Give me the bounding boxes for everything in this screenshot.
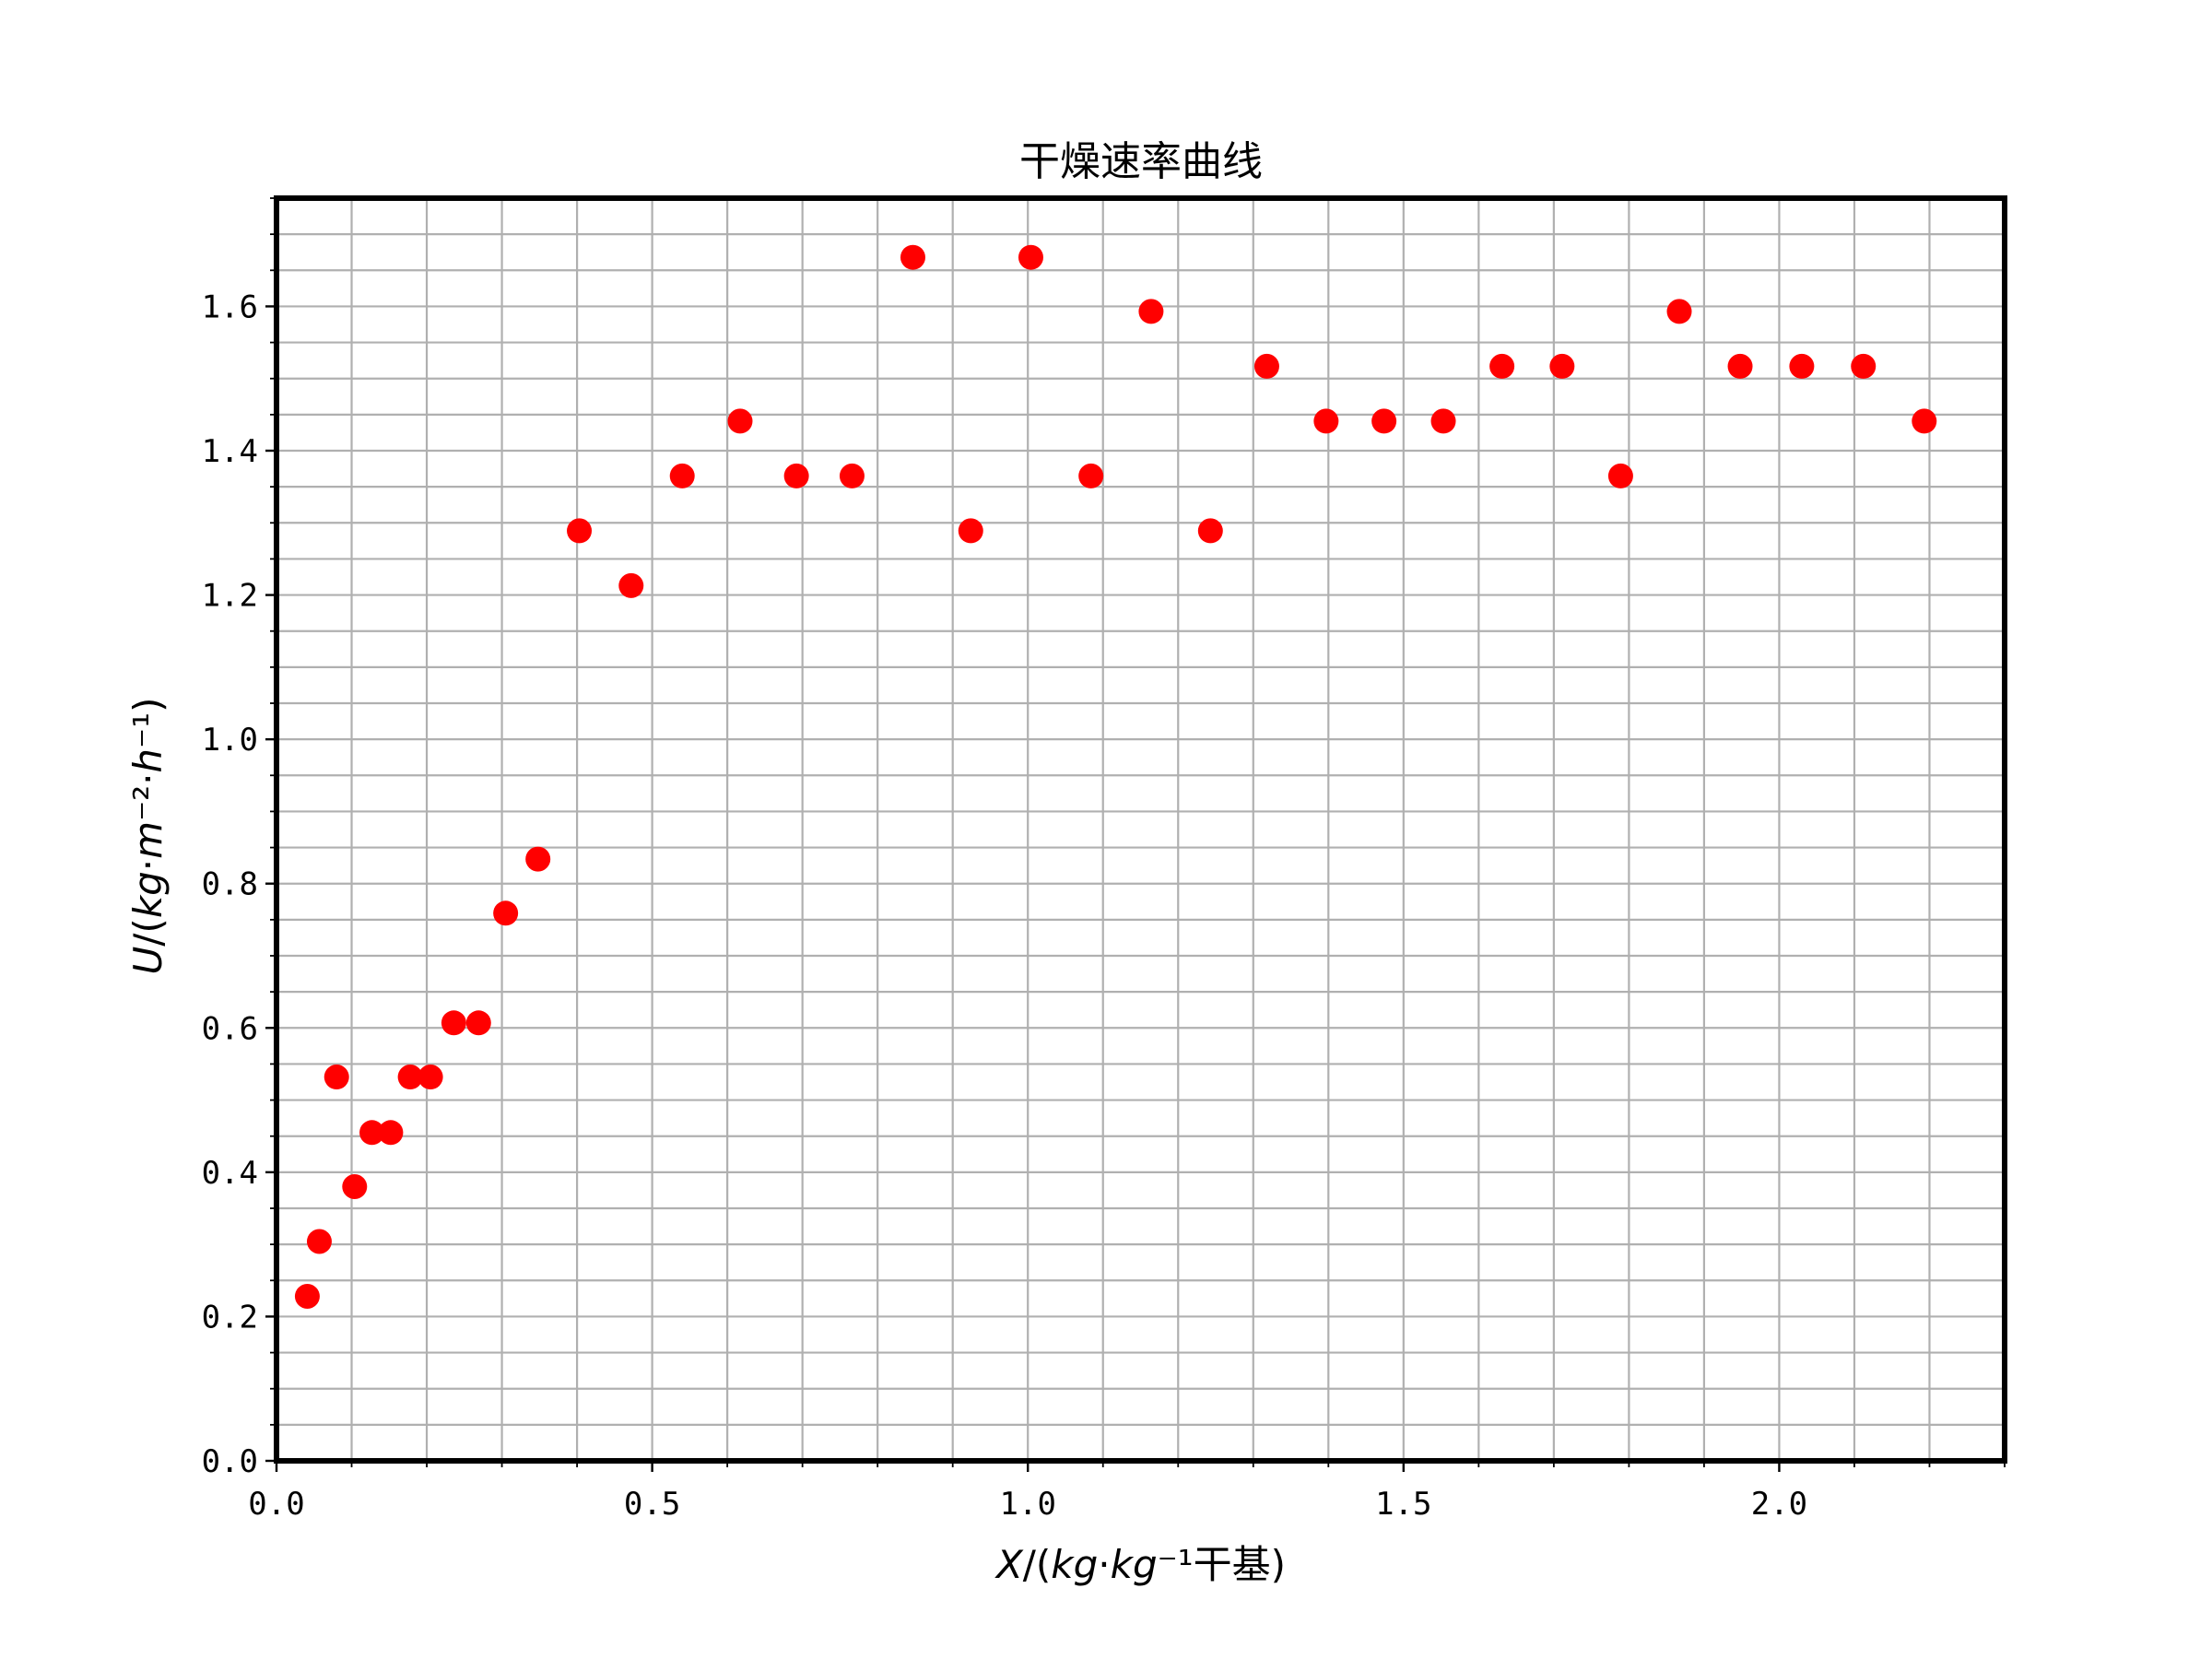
data-point [324,1065,349,1090]
y-tick-label: 0.8 [202,866,258,903]
data-point [900,244,925,270]
data-point [1253,353,1279,379]
data-point [1912,408,1937,434]
x-tick-label: 2.0 [1751,1486,1807,1523]
y-tick-label: 0.0 [202,1443,258,1480]
y-tick-label: 0.6 [202,1010,258,1047]
plot-frame [274,195,2007,1464]
data-point [1430,408,1456,434]
data-point [1489,353,1515,379]
data-point [306,1229,332,1254]
x-tick-label: 1.0 [1000,1486,1056,1523]
x-tick-label: 1.5 [1375,1486,1431,1523]
x-tick-label: 0.0 [248,1486,304,1523]
data-point [1607,463,1633,488]
data-point [465,1010,491,1036]
y-axis-label: U/(kg·m⁻²·h⁻¹) [125,698,171,975]
data-point [1371,408,1397,434]
data-point [418,1065,443,1090]
x-axis-label: X/(kg·kg⁻¹干基) [994,1542,1286,1587]
x-tick-label: 0.5 [624,1486,680,1523]
data-point [342,1174,368,1200]
data-point [397,1065,423,1090]
y-tick-label: 0.4 [202,1155,258,1192]
data-point [1727,353,1753,379]
data-point [294,1284,320,1310]
data-point [525,846,551,872]
y-tick-label: 1.6 [202,288,258,325]
data-point [839,463,865,488]
data-point [1138,299,1164,324]
data-point [1197,518,1223,544]
data-point [1851,353,1877,379]
axis-tick-labels: 0.0 0.5 1.0 1.5 2.0 0.0 0.2 0.4 0.6 0.8 1.0 1.2 1.4 1… [202,288,1808,1523]
data-point [727,408,753,434]
y-tick-label: 0.2 [202,1299,258,1335]
data-point [359,1120,385,1146]
y-tick-label: 1.0 [202,722,258,759]
data-point [1018,244,1043,270]
data-point [958,518,983,544]
y-tick-label: 1.4 [202,433,258,470]
data-point [669,463,695,488]
data-points [294,244,1937,1310]
data-point [441,1010,466,1036]
data-point [1078,463,1104,488]
y-tick-label: 1.2 [202,578,258,615]
data-point [1789,353,1815,379]
data-point [378,1120,404,1146]
chart-title: 干燥速率曲线 [1019,138,1263,185]
data-point [1666,299,1692,324]
data-point [1313,408,1339,434]
data-point [567,518,593,544]
data-point [618,572,644,598]
data-point [1549,353,1575,379]
data-point [783,463,809,488]
data-point [493,900,519,926]
